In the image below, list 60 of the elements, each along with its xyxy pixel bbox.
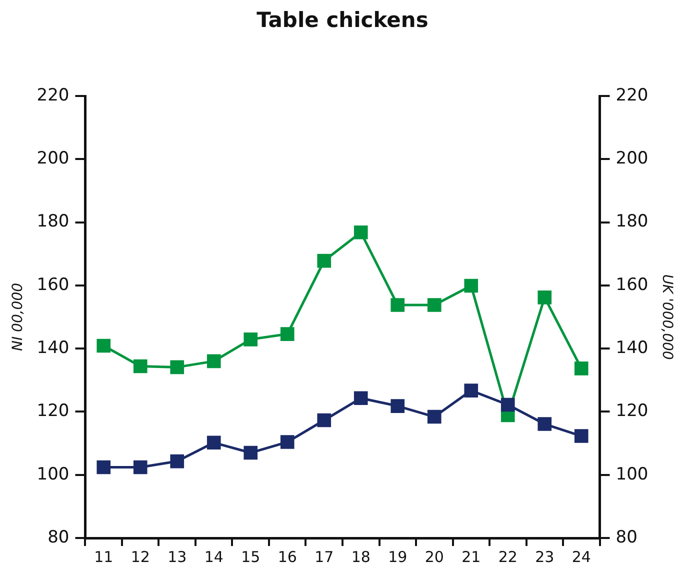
y2-tick-label: 180 — [616, 212, 648, 232]
y2-tick-label: 140 — [616, 338, 648, 358]
x-tick-label: 17 — [314, 548, 334, 566]
x-tick-label: 15 — [241, 548, 260, 566]
point — [280, 435, 294, 449]
point — [96, 338, 111, 353]
y-tick-label: 100 — [36, 464, 70, 484]
x-tick-label: 18 — [351, 548, 370, 566]
point — [500, 398, 515, 412]
point — [464, 384, 478, 398]
x-tick-label: 11 — [94, 548, 114, 566]
x-tick-label: 21 — [462, 548, 481, 566]
y2-tick-label: 220 — [616, 85, 648, 106]
point — [317, 254, 332, 268]
x-tick-label: 23 — [535, 548, 554, 566]
point — [244, 446, 258, 460]
point — [133, 460, 148, 474]
x-tick-label: 12 — [130, 548, 150, 566]
x-tick-label: 24 — [572, 548, 591, 566]
point — [206, 354, 221, 368]
point — [96, 460, 111, 474]
point — [538, 417, 552, 431]
point — [280, 327, 294, 341]
x-tick-label: 13 — [168, 548, 187, 566]
y2-tick-label: 160 — [616, 274, 648, 295]
point — [390, 399, 405, 413]
y2-tick-label: 120 — [616, 401, 648, 422]
y-axis-title: NI 00,000 — [10, 282, 26, 352]
y-tick-label: 200 — [36, 148, 70, 169]
y2-tick-label: 80 — [616, 527, 638, 548]
y2-tick-label: 200 — [616, 148, 648, 169]
point — [538, 290, 552, 304]
x-tick-label: 19 — [388, 548, 408, 566]
point — [427, 410, 442, 424]
y2-tick-label: 100 — [616, 464, 648, 484]
y-tick-label: 80 — [48, 527, 70, 548]
point — [354, 225, 368, 240]
x-tick-label: 16 — [278, 548, 297, 566]
point — [133, 359, 148, 374]
point — [317, 413, 332, 428]
y-tick-label: 220 — [36, 85, 70, 106]
y2-axis-title: UK '000,000 — [658, 274, 675, 360]
x-tick-label: 14 — [204, 548, 224, 566]
chart-title: Table chickens — [256, 8, 430, 32]
point — [354, 391, 368, 406]
y-tick-label: 180 — [36, 212, 70, 232]
y-tick-label: 120 — [36, 401, 70, 422]
y-tick-label: 140 — [36, 338, 70, 358]
point — [170, 454, 184, 468]
point — [574, 362, 588, 376]
point — [464, 278, 478, 293]
point — [574, 429, 588, 443]
x-tick-label: 22 — [498, 548, 518, 566]
y-tick-label: 160 — [36, 274, 70, 295]
point — [390, 298, 405, 312]
point — [206, 436, 221, 450]
point — [170, 360, 184, 374]
point — [427, 298, 442, 312]
point — [244, 332, 258, 346]
x-tick-label: 20 — [424, 548, 444, 566]
